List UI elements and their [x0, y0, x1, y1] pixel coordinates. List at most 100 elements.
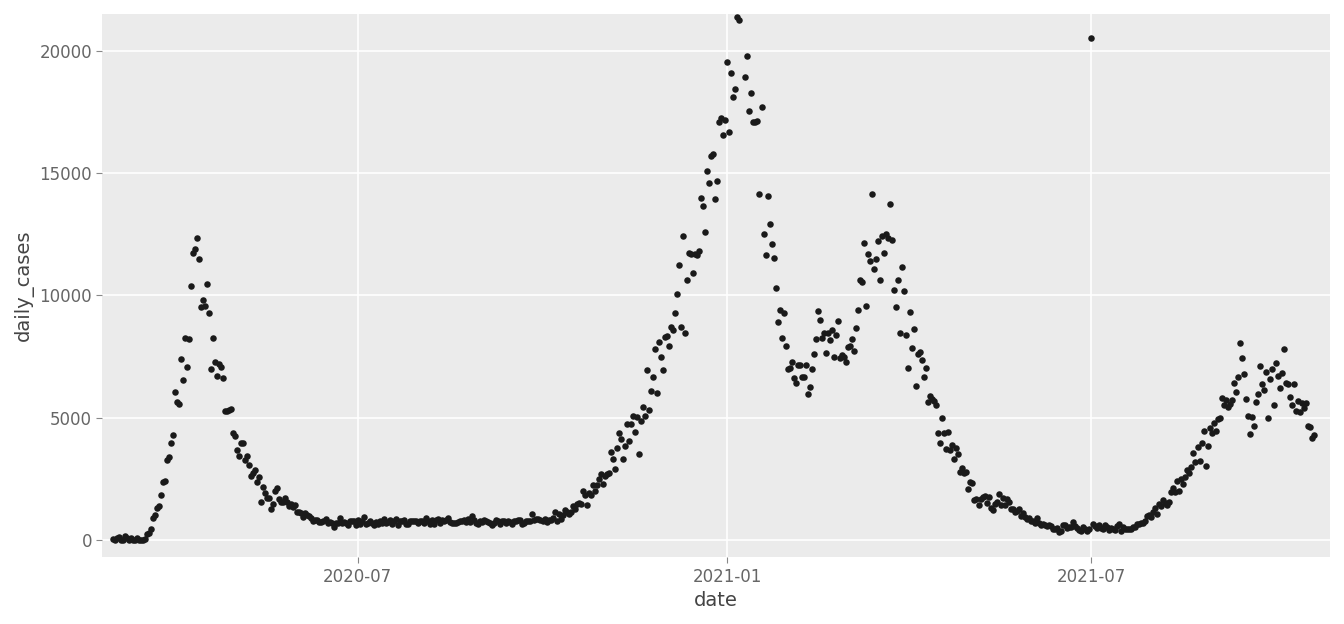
- Point: [1267, 371, 1289, 381]
- Point: [954, 469, 976, 479]
- Point: [922, 394, 943, 404]
- Point: [383, 516, 405, 526]
- Point: [1165, 487, 1187, 497]
- Point: [492, 516, 513, 526]
- Point: [132, 535, 153, 545]
- Point: [780, 363, 801, 373]
- Point: [159, 452, 180, 462]
- Point: [989, 500, 1011, 510]
- Point: [1146, 509, 1168, 519]
- Point: [196, 279, 218, 289]
- Point: [391, 516, 413, 526]
- Point: [659, 341, 680, 351]
- Point: [179, 334, 200, 344]
- Point: [1020, 516, 1042, 526]
- Point: [110, 535, 132, 545]
- Point: [333, 517, 355, 527]
- Point: [485, 515, 507, 525]
- Point: [960, 477, 981, 487]
- Point: [1249, 361, 1270, 371]
- Point: [230, 437, 251, 447]
- Point: [1195, 461, 1216, 470]
- Point: [853, 238, 875, 248]
- Point: [907, 349, 929, 359]
- Point: [1082, 519, 1103, 529]
- Point: [1089, 520, 1110, 530]
- Point: [1118, 524, 1140, 534]
- Point: [128, 535, 149, 545]
- Point: [688, 246, 710, 256]
- Point: [720, 68, 742, 78]
- Point: [540, 515, 562, 525]
- Point: [749, 190, 770, 200]
- Point: [755, 250, 777, 260]
- Point: [1097, 522, 1118, 532]
- Point: [1106, 521, 1128, 531]
- Point: [1040, 521, 1062, 531]
- Point: [401, 516, 422, 526]
- Point: [632, 402, 653, 412]
- Point: [894, 286, 915, 296]
- Point: [585, 486, 606, 496]
- Point: [743, 117, 765, 127]
- Point: [265, 486, 286, 496]
- Point: [461, 511, 482, 521]
- Point: [1017, 514, 1039, 524]
- Point: [784, 373, 805, 383]
- Point: [980, 504, 1001, 514]
- Point: [741, 88, 762, 98]
- Point: [212, 373, 234, 383]
- Point: [290, 508, 312, 518]
- Point: [817, 328, 839, 338]
- Point: [668, 260, 689, 270]
- Point: [122, 535, 144, 545]
- Point: [704, 194, 726, 204]
- Point: [785, 378, 806, 388]
- Point: [269, 494, 290, 504]
- Point: [124, 535, 145, 545]
- Point: [411, 516, 433, 526]
- Point: [607, 428, 629, 438]
- Point: [902, 343, 923, 353]
- Point: [390, 516, 411, 526]
- Point: [968, 500, 989, 510]
- Point: [366, 517, 387, 527]
- Point: [198, 308, 219, 318]
- Point: [918, 397, 939, 407]
- Point: [1001, 504, 1023, 514]
- Point: [624, 427, 645, 437]
- Point: [314, 514, 336, 524]
- Point: [152, 477, 173, 487]
- Point: [1086, 523, 1107, 533]
- Point: [646, 388, 668, 398]
- Point: [375, 518, 396, 528]
- Point: [331, 519, 352, 529]
- Point: [106, 534, 128, 544]
- Point: [403, 516, 425, 526]
- Point: [1223, 378, 1245, 388]
- Point: [1133, 518, 1154, 528]
- Point: [586, 480, 607, 490]
- Point: [996, 494, 1017, 504]
- Point: [1173, 479, 1195, 489]
- Point: [396, 519, 418, 529]
- Point: [1297, 421, 1318, 431]
- Point: [118, 535, 140, 545]
- Point: [1288, 396, 1309, 406]
- Point: [206, 371, 227, 381]
- Point: [630, 416, 652, 426]
- Point: [1257, 413, 1278, 423]
- Point: [327, 518, 348, 528]
- Point: [847, 305, 868, 315]
- Point: [1227, 371, 1249, 381]
- Point: [640, 386, 661, 396]
- Point: [1077, 525, 1098, 535]
- Point: [144, 510, 165, 520]
- Point: [1284, 379, 1305, 389]
- Point: [1301, 433, 1322, 443]
- Point: [1277, 379, 1298, 389]
- Point: [616, 419, 637, 429]
- Point: [349, 519, 371, 529]
- Point: [163, 430, 184, 440]
- Point: [931, 412, 953, 422]
